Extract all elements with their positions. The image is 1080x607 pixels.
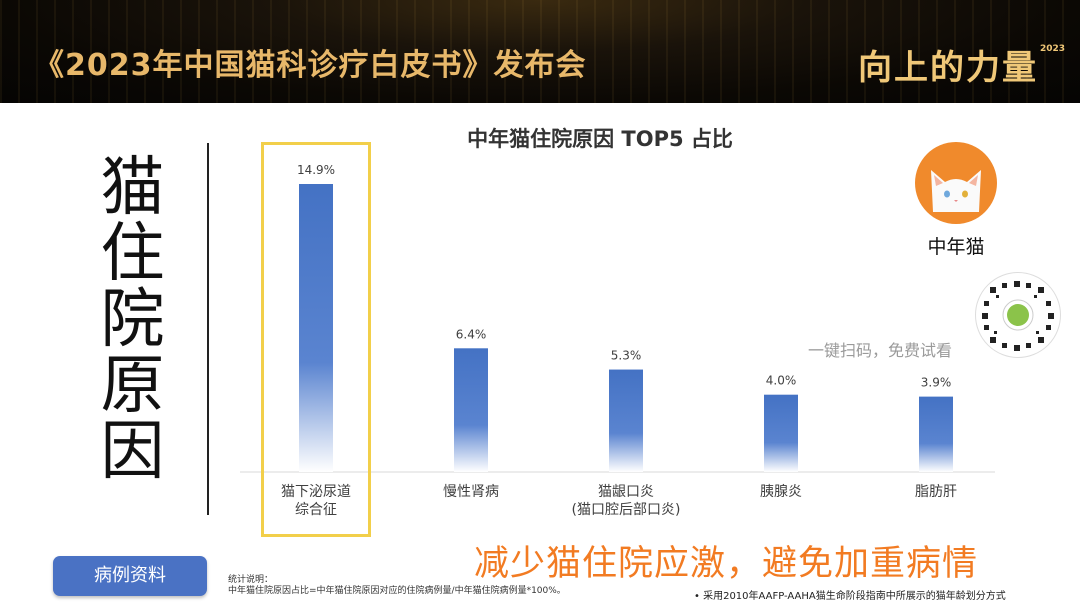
age-classification-footnote: • 采用2010年AAFP-AAHA猫生命阶段指南中所展示的猫年龄划分方式 bbox=[694, 591, 1006, 602]
data-label: 5.3% bbox=[611, 349, 642, 363]
banner-title: 《2023年中国猫科诊疗白皮书》发布会 bbox=[34, 48, 587, 83]
data-label: 6.4% bbox=[456, 327, 487, 341]
category-label: 慢性肾病 bbox=[443, 483, 499, 500]
stats-note-heading: 统计说明： bbox=[228, 575, 274, 585]
bar bbox=[609, 369, 643, 472]
scan-hint: 一键扫码，免费试看 bbox=[808, 341, 953, 360]
side-title: 猫住院原因 bbox=[100, 151, 165, 489]
data-label: 4.0% bbox=[766, 374, 797, 388]
data-label: 3.9% bbox=[921, 376, 952, 390]
cat-label: 中年猫 bbox=[927, 236, 985, 258]
bar bbox=[764, 394, 798, 472]
vertical-divider bbox=[207, 143, 209, 515]
case-materials-button[interactable]: 病例资料 bbox=[53, 556, 207, 596]
category-label: (猫口腔后部口炎) bbox=[572, 502, 681, 518]
category-label: 综合征 bbox=[295, 502, 337, 518]
bar bbox=[919, 396, 953, 472]
chart-title: 中年猫住院原因 TOP5 占比 bbox=[467, 127, 733, 151]
slogan: 减少猫住院应激，避免加重病情 bbox=[474, 544, 979, 584]
cat-avatar-icon bbox=[915, 142, 997, 224]
category-label: 猫龈口炎 bbox=[598, 484, 654, 500]
bar bbox=[454, 348, 488, 472]
stats-note-body: 中年猫住院原因占比=中年猫住院原因对应的住院病例量/中年猫住院病例量*100%。 bbox=[228, 586, 566, 596]
event-logo-year: 2023 bbox=[1040, 44, 1065, 54]
category-label: 脂肪肝 bbox=[915, 484, 957, 500]
event-logo: 向上的力量 bbox=[858, 48, 1038, 88]
qr-code[interactable] bbox=[975, 272, 1061, 358]
data-label: 14.9% bbox=[297, 163, 335, 177]
banner-light-texture bbox=[0, 0, 1080, 103]
category-label: 猫下泌尿道 bbox=[281, 484, 351, 500]
bar bbox=[299, 184, 333, 472]
header-banner: 《2023年中国猫科诊疗白皮书》发布会 向上的力量 2023 bbox=[0, 0, 1080, 103]
highlight-box bbox=[261, 142, 371, 537]
category-label: 胰腺炎 bbox=[760, 484, 802, 500]
